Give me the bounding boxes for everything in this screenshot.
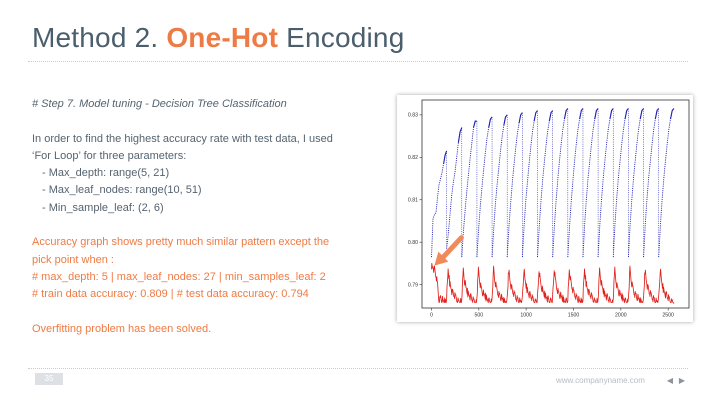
x-tick-label: 2500 xyxy=(662,313,674,319)
y-tick-label: 0.80 xyxy=(408,240,418,246)
train-accuracy-plateau xyxy=(503,114,508,126)
y-tick-label: 0.83 xyxy=(408,113,418,119)
train-accuracy-cycle xyxy=(446,127,463,249)
train-accuracy-cycle xyxy=(476,116,493,258)
train-accuracy-plateau xyxy=(457,127,463,143)
train-accuracy-plateau xyxy=(443,150,448,164)
footer-divider xyxy=(28,368,688,369)
train-accuracy-plateau xyxy=(533,110,538,122)
intro-line-1: In order to find the highest accuracy ra… xyxy=(32,132,333,145)
spacer xyxy=(32,217,392,234)
pointer-arrow-shaft xyxy=(437,235,464,263)
y-tick-label: 0.81 xyxy=(408,198,418,204)
accuracy-chart-svg: 0 500 1000 1500 2000 2500 0.79 0.80 0.81 0.82 0.83 xyxy=(408,99,690,319)
plot-frame xyxy=(421,99,690,309)
train-accuracy-cycle xyxy=(552,108,569,258)
train-accuracy-cycle xyxy=(567,108,584,258)
spacer xyxy=(32,113,392,130)
train-accuracy-cycle xyxy=(612,108,629,258)
accuracy-line: # train data accuracy: 0.809 | # test da… xyxy=(32,288,309,301)
train-accuracy-cycle xyxy=(582,108,599,258)
pointer-arrow-head xyxy=(434,251,449,266)
train-accuracy-cycle xyxy=(627,108,644,258)
x-tick-label: 2000 xyxy=(615,313,627,319)
triangle-right-icon[interactable]: ▶ xyxy=(678,376,686,385)
intro-line-2: ‘For Loop’ for three parameters: xyxy=(32,149,187,162)
train-accuracy-plateau xyxy=(579,108,584,120)
train-accuracy-plateau xyxy=(563,108,569,120)
footer-website: www.companyname.com xyxy=(556,376,645,385)
train-accuracy-plateau xyxy=(669,108,675,120)
train-accuracy-plateau xyxy=(548,110,554,122)
step-heading: # Step 7. Model tuning - Decision Tree C… xyxy=(32,98,287,110)
train-accuracy-cycle xyxy=(506,112,523,258)
train-accuracy-cycle xyxy=(431,150,448,258)
train-accuracy-plateau xyxy=(472,120,477,128)
param-min-sample-leaf: - Min_sample_leaf: (2, 6) xyxy=(42,201,164,214)
triangle-left-icon[interactable]: ◀ xyxy=(666,376,674,385)
train-accuracy-cycle xyxy=(597,108,614,258)
train-accuracy-plateau xyxy=(488,116,493,128)
result-line-2: pick point when : xyxy=(32,253,114,266)
x-tick-label: 0 xyxy=(430,313,433,319)
y-tick-label: 0.79 xyxy=(408,282,418,288)
param-max-depth: - Max_depth: range(5, 21) xyxy=(42,167,170,180)
x-tick-label: 500 xyxy=(474,313,483,319)
train-accuracy-plateau xyxy=(594,108,599,120)
title-accent: One-Hot xyxy=(166,22,279,53)
train-accuracy-plateau xyxy=(624,108,629,120)
title-prefix: Method 2. xyxy=(32,22,167,53)
title-divider xyxy=(28,61,688,62)
train-accuracy-cycle xyxy=(537,110,554,258)
y-tick-label: 0.82 xyxy=(408,155,418,161)
train-accuracy-cycle xyxy=(461,120,477,258)
conclusion-line: Overfitting problem has been solved. xyxy=(32,322,212,335)
spacer xyxy=(32,304,392,321)
test-accuracy-line xyxy=(431,262,675,304)
x-tick-label: 1000 xyxy=(520,313,532,319)
train-accuracy-plateau xyxy=(609,108,614,120)
train-accuracy-cycle xyxy=(658,108,675,258)
page-number: 35 xyxy=(35,373,63,385)
train-accuracy-cycle xyxy=(521,110,538,258)
accuracy-chart: 0 500 1000 1500 2000 2500 0.79 0.80 0.81 0.82 0.83 xyxy=(397,95,693,322)
title-suffix: Encoding xyxy=(278,22,405,53)
train-accuracy-plateau xyxy=(518,112,523,124)
slide-body: # Step 7. Model tuning - Decision Tree C… xyxy=(32,96,392,338)
train-accuracy-cycle xyxy=(491,114,508,258)
train-accuracy-plateau xyxy=(639,108,645,120)
slide-title: Method 2. One-Hot Encoding xyxy=(32,22,404,54)
train-accuracy-cycle xyxy=(643,108,660,258)
result-line-1: Accuracy graph shows pretty much similar… xyxy=(32,236,330,249)
train-accuracy-plateau xyxy=(654,108,660,120)
x-tick-label: 1500 xyxy=(568,313,580,319)
best-params-line: # max_depth: 5 | max_leaf_nodes: 27 | mi… xyxy=(32,270,326,283)
param-max-leaf-nodes: - Max_leaf_nodes: range(10, 51) xyxy=(42,184,202,197)
